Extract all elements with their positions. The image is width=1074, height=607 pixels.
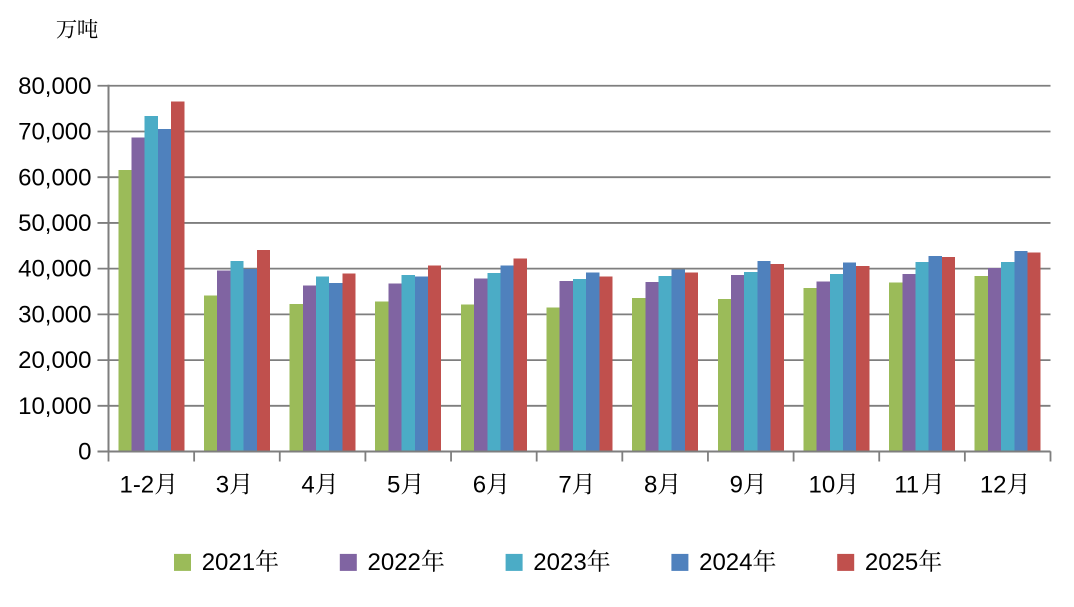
svg-text:3: 3 bbox=[216, 472, 229, 499]
svg-text:4: 4 bbox=[301, 472, 314, 499]
svg-text:7: 7 bbox=[558, 472, 571, 499]
svg-text:10: 10 bbox=[809, 472, 836, 499]
svg-text:0: 0 bbox=[78, 439, 91, 466]
svg-text:6: 6 bbox=[473, 472, 486, 499]
svg-text:5: 5 bbox=[387, 472, 400, 499]
svg-text:9: 9 bbox=[730, 472, 743, 499]
svg-text:30,000: 30,000 bbox=[18, 301, 91, 328]
svg-text:11: 11 bbox=[894, 472, 919, 499]
svg-text:70,000: 70,000 bbox=[18, 119, 91, 146]
svg-text:8: 8 bbox=[644, 472, 657, 499]
svg-text:2022: 2022 bbox=[368, 549, 421, 576]
svg-text:80,000: 80,000 bbox=[18, 73, 91, 100]
svg-text:2023: 2023 bbox=[533, 549, 586, 576]
svg-text:40,000: 40,000 bbox=[18, 256, 91, 283]
svg-text:1-2: 1-2 bbox=[119, 472, 154, 499]
svg-text:2021: 2021 bbox=[202, 549, 255, 576]
svg-text:2025: 2025 bbox=[865, 549, 918, 576]
svg-text:50,000: 50,000 bbox=[18, 210, 91, 237]
svg-text:20,000: 20,000 bbox=[18, 347, 91, 374]
svg-text:60,000: 60,000 bbox=[18, 164, 91, 191]
svg-text:2024: 2024 bbox=[699, 549, 752, 576]
svg-text:10,000: 10,000 bbox=[18, 393, 91, 420]
svg-text:12: 12 bbox=[980, 472, 1007, 499]
